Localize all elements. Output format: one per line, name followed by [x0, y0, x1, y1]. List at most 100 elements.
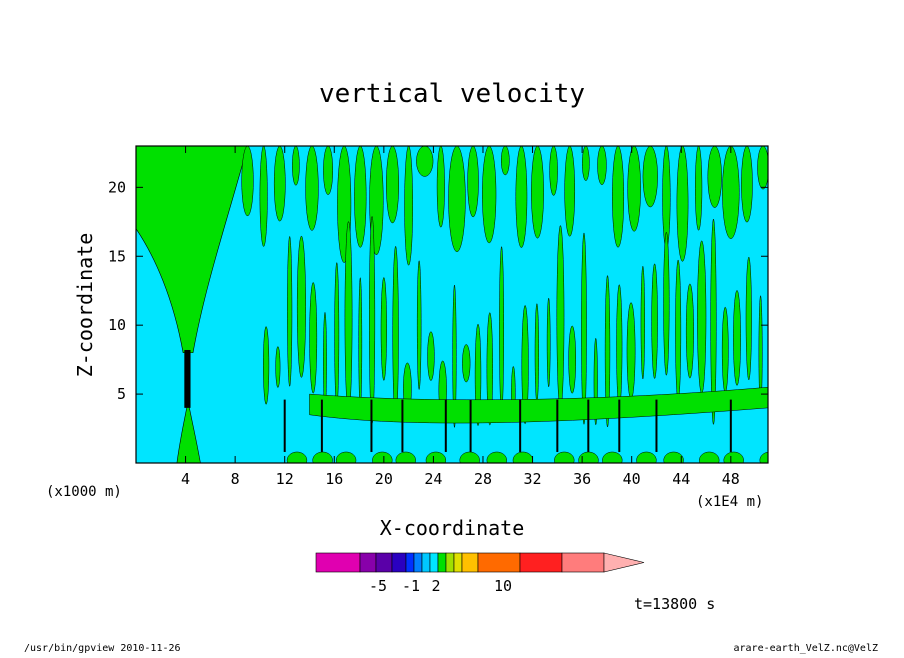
updraft-cell [663, 451, 684, 463]
updraft-cell [427, 331, 435, 381]
footer-left: /usr/bin/gpview 2010-11-26 [24, 643, 181, 654]
updraft-cell [515, 146, 528, 248]
x-tick-label: 28 [474, 470, 492, 488]
updraft-cell [707, 146, 722, 208]
updraft-cell [616, 284, 623, 408]
updraft-cell [499, 246, 505, 413]
updraft-cell [380, 277, 387, 381]
updraft-cell [602, 451, 623, 463]
updraft-cell [721, 306, 729, 393]
footer-right: arare-earth_VelZ.nc@VelZ [734, 643, 879, 654]
x-tick-label: 20 [375, 470, 393, 488]
updraft-cell [604, 275, 611, 428]
colorbar-swatch [561, 552, 605, 573]
x-unit-left: (x1000 m) [46, 484, 122, 500]
updraft-cell [287, 236, 293, 387]
updraft-cell [636, 451, 657, 463]
updraft-cell [549, 146, 558, 196]
colorbar-swatch [413, 552, 423, 573]
updraft-cell [741, 146, 753, 223]
colorbar-label: 2 [431, 577, 440, 595]
x-tick-label: 4 [181, 470, 190, 488]
colorbar-swatch [453, 552, 463, 573]
updraft-cell [612, 146, 625, 248]
updraft-cell [597, 146, 607, 185]
colorbar-swatch [445, 552, 455, 573]
updraft-cell [651, 263, 658, 379]
updraft-cell [369, 216, 376, 424]
updraft-cell [335, 451, 357, 463]
updraft-cell [531, 146, 544, 239]
colorbar-swatch [477, 552, 521, 573]
chart-title: vertical velocity [319, 79, 585, 109]
plot-frame [135, 145, 769, 464]
updraft-cell [241, 146, 254, 217]
updraft-cell [312, 451, 333, 463]
updraft-cell [757, 146, 768, 190]
updraft-cell [292, 146, 300, 186]
y-axis-label: Z-coordinate [73, 233, 97, 378]
updraft-cell [386, 146, 399, 224]
updraft-cell [354, 146, 367, 248]
time-label: t=13800 s [634, 595, 715, 613]
x-tick-label: 24 [424, 470, 442, 488]
updraft-cell [425, 451, 447, 463]
updraft-cell [259, 146, 268, 247]
updraft-cell [372, 451, 393, 463]
colorbar-swatch [461, 552, 479, 573]
updraft-cell [395, 451, 416, 463]
updraft-cell [759, 451, 768, 463]
updraft-cell [404, 146, 413, 266]
updraft-cell [534, 303, 539, 403]
updraft-cell [275, 346, 281, 388]
y-tick-label: 15 [108, 247, 126, 265]
x-tick-label: 32 [524, 470, 542, 488]
y-tick-label: 20 [108, 178, 126, 196]
updraft-cell [699, 451, 720, 463]
updraft-cell [296, 235, 306, 378]
colorbar-swatch [375, 552, 393, 573]
colorbar-swatch [437, 552, 447, 573]
x-unit-right: (x1E4 m) [696, 494, 763, 510]
updraft-cell [745, 256, 752, 381]
updraft-band [309, 386, 768, 424]
updraft-cell [556, 225, 565, 411]
updraft-cell [486, 451, 507, 463]
x-tick-label: 40 [623, 470, 641, 488]
updraft-cell [694, 146, 703, 231]
updraft-cell [676, 146, 689, 262]
x-tick-label: 16 [325, 470, 343, 488]
colorbar-swatch [391, 552, 407, 573]
updraft-cell [436, 146, 445, 228]
colorbar-swatch [359, 552, 377, 573]
updraft-cell [273, 146, 286, 222]
strong-updraft-core [184, 349, 191, 408]
x-tick-label: 12 [276, 470, 294, 488]
x-tick-label: 8 [231, 470, 240, 488]
updraft-cell [663, 231, 670, 376]
updraft-cell [459, 451, 480, 463]
updraft-cell [462, 344, 471, 383]
updraft-cell [627, 146, 641, 232]
updraft-cell [582, 146, 590, 181]
updraft-cell [486, 312, 493, 426]
x-axis-label: X-coordinate [380, 516, 525, 540]
updraft-cell [452, 284, 457, 428]
x-tick-label: 48 [722, 470, 740, 488]
updraft-cell [568, 325, 577, 394]
updraft-cell [722, 146, 740, 239]
colorbar-labels: -5 -1 2 10 [369, 577, 512, 595]
updraft-cell [675, 259, 682, 402]
colorbar-label: 10 [494, 577, 512, 595]
colorbar-label: -1 [402, 577, 420, 595]
updraft-cell [323, 146, 334, 195]
updraft-cell [358, 277, 363, 409]
updraft-cell [626, 302, 636, 400]
updraft-cell [416, 260, 422, 390]
updraft-cell [305, 146, 319, 231]
x-tick-label: 36 [573, 470, 591, 488]
updraft-cell [309, 282, 318, 394]
colorbar-label: -5 [369, 577, 387, 595]
